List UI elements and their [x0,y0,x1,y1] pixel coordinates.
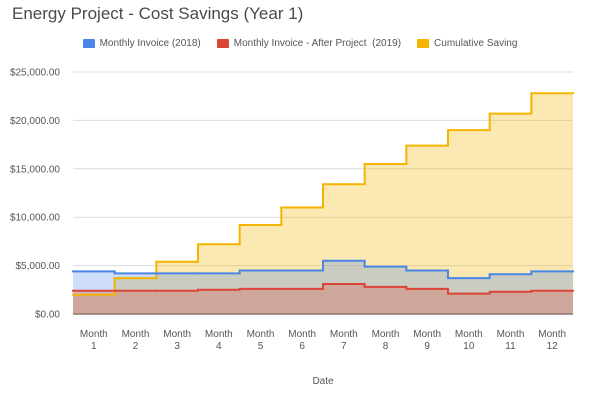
y-tick-label: $0.00 [35,310,60,321]
x-tick-label: Month 6 [288,329,316,352]
chart-title: Energy Project - Cost Savings (Year 1) [12,4,304,23]
legend: Monthly Invoice (2018) Monthly Invoice -… [0,38,600,49]
x-tick-label: Month 7 [330,329,358,352]
legend-label-invoice-2019: Monthly Invoice - After Project (2019) [233,38,402,49]
x-tick-label: Month 3 [163,329,191,352]
legend-label-cumulative-saving: Cumulative Saving [434,38,518,49]
x-tick-label: Month 11 [497,329,525,352]
legend-swatch-cumulative-saving [417,39,430,48]
x-axis-title: Date [312,376,334,387]
legend-swatch-invoice-2018 [82,39,95,48]
x-tick-label: Month 10 [455,329,483,352]
legend-item-cumulative-saving[interactable]: Cumulative Saving [417,38,517,49]
x-tick-label: Month 4 [205,329,233,352]
line-layer [72,92,574,296]
x-tick-label: Month 8 [372,329,400,352]
legend-item-invoice-2019[interactable]: Monthly Invoice - After Project (2019) [216,38,402,49]
x-tick-label: Month 1 [80,329,108,352]
y-tick-label: $10,000.00 [10,213,60,224]
x-tick-label: Month 9 [413,329,441,352]
y-tick-label: $5,000.00 [16,261,61,272]
x-tick-label: Month 2 [122,329,150,352]
x-tick-label: Month 5 [247,329,275,352]
y-tick-label: $25,000.00 [10,68,60,79]
x-tick-label: Month 12 [538,329,566,352]
y-tick-label: $20,000.00 [10,116,60,127]
y-tick-label: $15,000.00 [10,164,60,175]
legend-swatch-invoice-2019 [216,39,229,48]
legend-label-invoice-2018: Monthly Invoice (2018) [99,38,201,49]
legend-item-invoice-2018[interactable]: Monthly Invoice (2018) [82,38,201,49]
label-layer: $0.00 $5,000.00 $10,000.00 $15,000.00 $20,00… [10,68,566,388]
